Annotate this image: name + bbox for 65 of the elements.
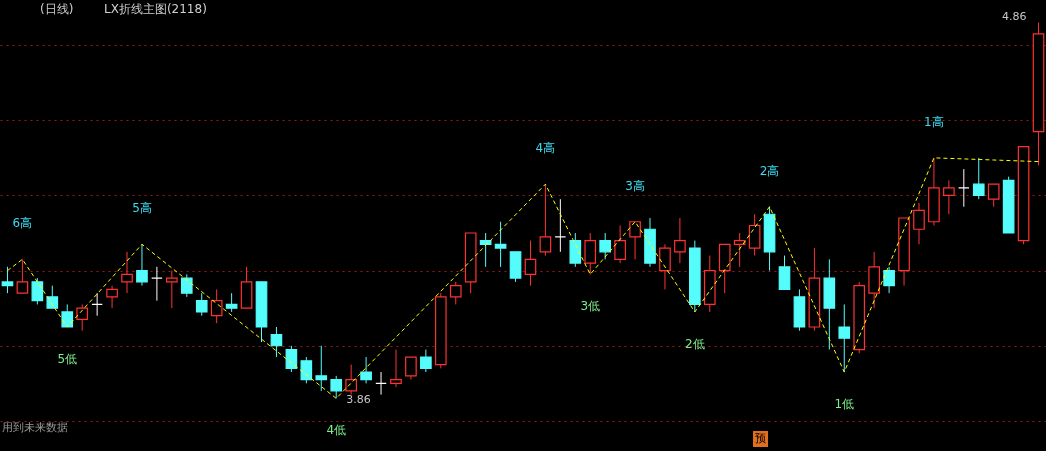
annotation: 用到未来数据 — [2, 421, 68, 434]
candlestick — [225, 292, 238, 313]
candlestick — [315, 345, 328, 392]
candlestick — [16, 258, 29, 294]
candlestick — [913, 202, 925, 245]
annotation: 预 — [755, 432, 766, 445]
candlestick — [375, 371, 387, 396]
candlestick — [166, 270, 178, 309]
candlestick — [629, 221, 641, 260]
candlestick — [569, 232, 582, 268]
chart-subtitle: LX折线主图(2118) — [104, 2, 207, 16]
candlestick — [300, 356, 313, 384]
candlestick — [539, 183, 552, 257]
candlestick — [270, 326, 283, 358]
candlestick — [285, 345, 298, 373]
candlestick — [151, 266, 163, 302]
candlestick — [987, 183, 1000, 208]
candlestick — [778, 255, 791, 290]
candlestick — [405, 356, 417, 381]
candlestick — [106, 285, 118, 309]
candlestick — [494, 221, 507, 268]
candlestick — [524, 240, 537, 287]
annotation: 5低 — [57, 351, 78, 366]
annotation: 5高 — [132, 201, 152, 216]
candlestick — [659, 243, 671, 290]
candlestick — [390, 349, 402, 388]
candlestick — [210, 288, 223, 324]
candlestick — [614, 225, 626, 264]
candlestick — [972, 157, 985, 200]
candlestick — [943, 179, 955, 215]
annotation: 3高 — [625, 178, 645, 193]
annotation: 6高 — [12, 216, 33, 231]
candlestick — [554, 198, 567, 253]
candlestick — [180, 273, 193, 298]
annotation: 2高 — [759, 163, 780, 178]
candlestick — [420, 349, 432, 373]
candlestick — [957, 168, 970, 208]
annotation: 3低 — [580, 299, 601, 314]
chart-title: (日线) — [40, 2, 74, 16]
annotation: 1低 — [834, 397, 855, 412]
candlestick — [479, 232, 492, 268]
candlestick — [599, 232, 612, 260]
annotation: 1高 — [924, 114, 944, 129]
candlestick — [121, 251, 133, 294]
candlestick — [883, 266, 895, 294]
candlestick — [449, 281, 462, 305]
candlestick — [733, 232, 746, 268]
candlestick — [195, 292, 208, 317]
candlestick — [1, 266, 14, 294]
candlestick — [674, 217, 686, 264]
annotation: 4高 — [535, 141, 556, 156]
candlestick — [330, 375, 343, 399]
candlestick — [31, 277, 44, 305]
candlestick — [584, 232, 597, 275]
annotation: 4低 — [326, 423, 347, 438]
candlestick — [76, 303, 89, 332]
candlestick — [91, 292, 103, 317]
candlestick — [345, 364, 357, 396]
candlestick — [360, 356, 372, 384]
annotation: 2低 — [685, 336, 705, 351]
text: 4.86 — [1002, 9, 1027, 23]
candlestick — [748, 213, 761, 257]
text: 3.86 — [346, 393, 371, 407]
candlestick — [838, 303, 851, 373]
candlestick — [136, 243, 148, 287]
